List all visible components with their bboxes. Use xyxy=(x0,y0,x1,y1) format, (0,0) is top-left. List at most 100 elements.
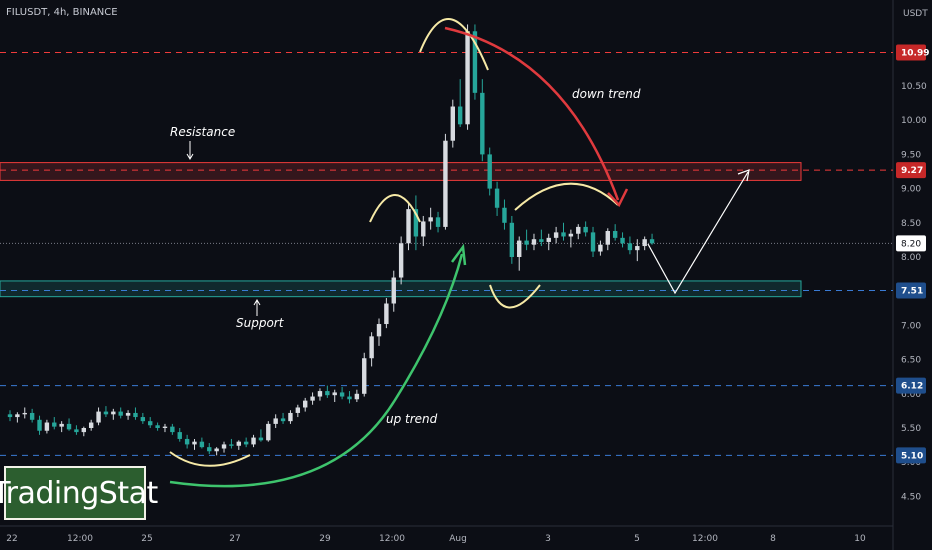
candle-body xyxy=(243,441,249,445)
support-marker-head xyxy=(253,299,261,306)
candle-body xyxy=(125,412,131,416)
candle-body xyxy=(443,140,448,227)
candle-body xyxy=(37,419,42,431)
candle-body xyxy=(229,444,234,446)
candle-body xyxy=(524,240,529,245)
candle-body xyxy=(236,441,241,446)
candle-body xyxy=(317,391,323,397)
y-tick-label: 7.00 xyxy=(901,321,921,331)
watermark-text: TradingStat xyxy=(0,475,158,511)
down-trend-label: down trend xyxy=(572,87,641,101)
candle-body xyxy=(15,414,20,418)
y-tick-label: 4.50 xyxy=(901,492,921,502)
up-trend-label: up trend xyxy=(386,412,438,426)
candle-body xyxy=(472,31,478,93)
x-tick-label: 12:00 xyxy=(67,534,93,544)
down-trend-arrowhead xyxy=(607,188,629,208)
candle-body xyxy=(605,231,610,245)
candle-body xyxy=(502,207,507,223)
candle-body xyxy=(81,428,86,433)
candle-body xyxy=(347,396,352,400)
level-badge xyxy=(896,447,926,464)
projection-arrowhead xyxy=(737,169,750,182)
candle-body xyxy=(184,438,190,445)
candle-body xyxy=(517,240,522,257)
down-trend-arrow xyxy=(444,26,620,201)
x-tick-label: 12:00 xyxy=(379,534,405,544)
candle-body xyxy=(457,106,463,125)
candle-body xyxy=(177,432,182,439)
candle-body xyxy=(44,422,50,431)
last-price-badge xyxy=(896,235,926,252)
candle-body xyxy=(642,239,647,247)
candle-body xyxy=(406,209,411,244)
candle-body xyxy=(561,232,566,237)
symbol-label[interactable]: FILUSDT, 4h, BINANCE xyxy=(6,7,118,18)
candle-body xyxy=(52,422,57,427)
candle-body xyxy=(413,209,419,237)
candle-body xyxy=(583,226,588,233)
candle-body xyxy=(111,411,116,415)
candle-body xyxy=(598,244,603,252)
candle-body xyxy=(74,429,79,433)
candle-body xyxy=(22,412,27,415)
y-tick-label: 6.50 xyxy=(901,356,921,366)
level-badge xyxy=(896,377,926,394)
candle-body xyxy=(627,243,633,251)
candle-body xyxy=(192,441,197,445)
candle-body xyxy=(480,92,485,155)
level-badge xyxy=(896,44,926,61)
level-badge xyxy=(896,282,926,299)
candle-body xyxy=(29,412,35,420)
y-tick-label: 9.50 xyxy=(901,150,921,160)
candle-body xyxy=(207,447,212,452)
resistance-marker-head xyxy=(186,153,194,160)
low-swing-curve xyxy=(489,284,541,309)
projection-path xyxy=(647,171,749,295)
candle-body xyxy=(162,426,168,428)
resistance-zone xyxy=(0,162,802,181)
candle-body xyxy=(539,239,544,242)
candle-body xyxy=(531,239,537,245)
candle-body xyxy=(303,400,308,408)
candle-body xyxy=(251,437,256,445)
candle-body xyxy=(398,243,404,278)
candle-body xyxy=(155,425,160,428)
candle-body xyxy=(140,417,146,422)
candle-body xyxy=(421,221,426,237)
candle-body xyxy=(288,412,293,422)
candle-body xyxy=(435,217,441,227)
candle-body xyxy=(546,237,551,242)
y-tick-label: 6.00 xyxy=(901,390,921,400)
peak-left-curve xyxy=(369,194,421,223)
x-tick-label: 10 xyxy=(854,534,866,544)
candle-body xyxy=(96,411,101,423)
currency-label: USDT xyxy=(903,9,928,19)
x-tick-label: 12:00 xyxy=(692,534,718,544)
y-tick-label: 9.00 xyxy=(901,185,921,195)
candle-body xyxy=(487,154,492,189)
candle-body xyxy=(199,441,205,448)
candle-body xyxy=(509,222,515,257)
consolidation-top-curve xyxy=(514,182,619,211)
candle-body xyxy=(369,336,374,359)
level-label: 5.10 xyxy=(901,451,923,461)
bottom-swing-curve xyxy=(169,451,251,467)
candle-body xyxy=(118,411,123,416)
x-tick-label: 25 xyxy=(141,534,152,544)
candle-body xyxy=(170,426,175,433)
support-zone xyxy=(0,280,802,298)
y-tick-label: 10.50 xyxy=(901,82,927,92)
candle-body xyxy=(280,418,286,422)
x-tick-label: 29 xyxy=(319,534,331,544)
support-label: Support xyxy=(236,316,285,330)
candle-body xyxy=(384,303,389,325)
candle-body xyxy=(214,448,219,452)
candle-body xyxy=(310,396,315,401)
resistance-label: Resistance xyxy=(170,125,235,139)
candle-body xyxy=(576,226,581,234)
candle-body xyxy=(635,246,640,251)
candle-body xyxy=(568,233,574,237)
